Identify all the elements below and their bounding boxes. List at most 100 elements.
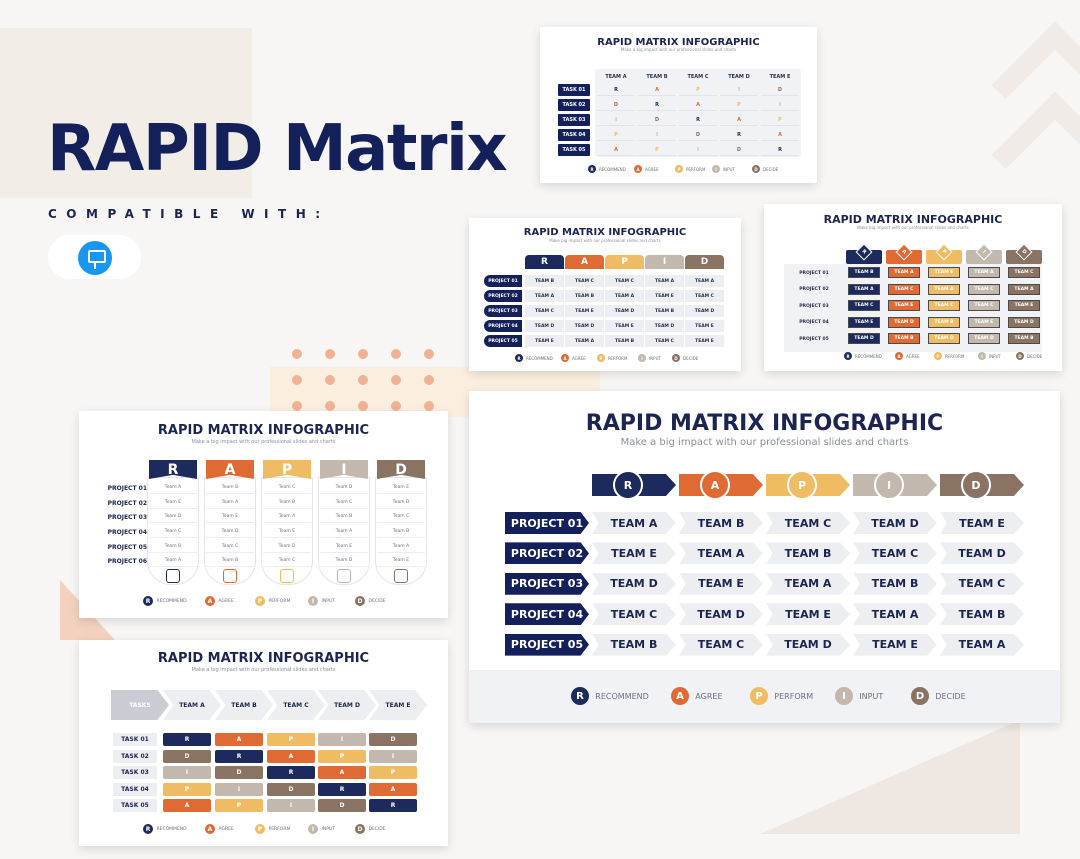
slide-thumbnail-project-columns[interactable]: RAPID MATRIX INFOGRAPHIC Make a big impac… — [79, 411, 448, 618]
legend-label: AGREE — [218, 826, 234, 832]
team-cell: Team C — [263, 482, 311, 494]
rapid-cell: P — [720, 99, 758, 111]
rapid-ribbon: R — [149, 460, 197, 479]
team-arrow-cell: TEAM D — [853, 512, 937, 534]
team-cell: TEAM C — [525, 305, 564, 317]
team-header-arrow: TEAM E — [369, 690, 427, 720]
legend-item: P PERFORM — [750, 687, 813, 705]
team-cell: Team A — [320, 526, 368, 538]
team-cell: TEAM A — [525, 290, 564, 302]
legend-item: P PERFORM — [255, 596, 290, 606]
team-cell: Team B — [263, 497, 311, 509]
project-label: PROJECT 04 — [484, 320, 522, 332]
legend-label: INPUT — [649, 355, 661, 361]
rapid-cell: I — [318, 733, 366, 746]
team-cell: Team B — [149, 541, 197, 553]
team-cell: TEAM A — [928, 283, 960, 295]
team-cell: TEAM E — [888, 300, 920, 312]
legend-label: RECOMMEND — [595, 691, 649, 701]
rapid-cell: D — [761, 84, 799, 96]
task-label: TASK 01 — [558, 84, 590, 96]
column-card — [375, 477, 427, 585]
team-cell: Team E — [377, 482, 425, 494]
project-label: PROJECT 01 — [107, 484, 147, 492]
legend-label: RECOMMEND — [156, 598, 187, 604]
legend-label: RECOMMEND — [526, 355, 553, 361]
slide-subtitle: Make a big impact with our professional … — [620, 437, 909, 448]
slide-thumbnail-project-rapid-table[interactable]: RAPID MATRIX INFOGRAPHIC Make big impact … — [469, 218, 741, 371]
team-cell: TEAM A — [968, 267, 1000, 278]
legend-label: PERFORM — [608, 355, 628, 361]
rapid-cell: I — [163, 766, 211, 779]
team-cell: TEAM E — [928, 267, 960, 278]
project-label: PROJECT 05 — [107, 543, 147, 551]
legend-badge: D — [1016, 352, 1024, 360]
column-card — [318, 477, 370, 585]
team-cell: TEAM A — [1008, 283, 1040, 295]
slide-thumbnail-task-color-grid[interactable]: RAPID MATRIX INFOGRAPHIC Make a big impac… — [79, 640, 448, 846]
project-label: PROJECT 05 — [799, 336, 829, 342]
slide-subtitle: Make big impact with our professional sl… — [857, 225, 969, 230]
rapid-cell: A — [720, 114, 758, 126]
rapid-cell: I — [638, 129, 676, 141]
slide-thumbnail-task-matrix[interactable]: RAPID MATRIX INFOGRAPHIC Make a big impac… — [540, 27, 817, 183]
legend-label: AGREE — [218, 598, 234, 604]
team-cell: TEAM A — [888, 267, 920, 278]
team-cell: TEAM E — [1008, 300, 1040, 312]
team-cell: Team B — [206, 482, 254, 494]
legend-label: RECOMMEND — [156, 826, 187, 832]
legend-badge: D — [355, 596, 365, 606]
task-label: TASK 05 — [113, 799, 157, 812]
legend-badge: A — [634, 165, 642, 173]
legend-badge: A — [205, 824, 215, 834]
rapid-cell: D — [369, 733, 417, 746]
slide-main-project-arrows[interactable]: RAPID MATRIX INFOGRAPHIC Make a big impac… — [469, 391, 1060, 723]
legend-badge: P — [934, 352, 942, 360]
legend-label: DECIDE — [683, 355, 699, 361]
project-label: PROJECT 06 — [107, 557, 147, 565]
rapid-header-tab: P — [605, 255, 644, 269]
background-triangle — [760, 720, 1020, 834]
slide-thumbnail-project-badge-grid[interactable]: RAPID MATRIX INFOGRAPHIC Make big impact … — [764, 204, 1062, 371]
legend-badge: I — [978, 352, 986, 360]
legend-label: RECOMMEND — [599, 166, 626, 172]
team-arrow-cell: TEAM A — [679, 542, 763, 565]
team-cell: TEAM D — [525, 320, 564, 332]
task-label: TASK 02 — [113, 749, 157, 763]
slide-title: RAPID MATRIX INFOGRAPHIC — [523, 227, 687, 238]
team-header-arrow: TEAM A — [163, 690, 221, 720]
rapid-cell: A — [369, 782, 417, 796]
rapid-cell: R — [267, 766, 315, 779]
team-cell: TEAM D — [685, 305, 724, 317]
rapid-cell: R — [638, 99, 676, 111]
team-cell: Team D — [149, 511, 197, 523]
rapid-cell: P — [267, 733, 315, 746]
team-cell: TEAM E — [525, 335, 564, 347]
team-cell: TEAM B — [525, 275, 564, 287]
slide-title: RAPID MATRIX INFOGRAPHIC — [585, 411, 944, 436]
legend-badge: D — [672, 354, 680, 362]
legend-item: P PERFORM — [255, 824, 290, 834]
project-arrow-label: PROJECT 02 — [505, 542, 589, 565]
team-cell: Team A — [149, 482, 197, 494]
project-label: PROJECT 02 — [107, 499, 147, 507]
rapid-cell: P — [163, 782, 211, 796]
team-arrow-cell: TEAM B — [592, 633, 676, 656]
rapid-cell: R — [761, 144, 799, 156]
rapid-cell: D — [215, 766, 263, 779]
team-cell: TEAM B — [848, 267, 880, 278]
team-arrow-cell: TEAM C — [940, 572, 1024, 595]
legend-label: DECIDE — [368, 826, 386, 832]
team-cell: TEAM C — [928, 300, 960, 312]
team-arrow-cell: TEAM A — [853, 603, 937, 626]
team-cell: Team C — [263, 555, 311, 567]
team-cell: TEAM C — [605, 275, 644, 287]
legend-label: INPUT — [321, 826, 335, 832]
rapid-cell: A — [679, 99, 717, 111]
team-cell: TEAM A — [848, 283, 880, 295]
rapid-header-tab: D — [685, 255, 724, 269]
team-cell: TEAM D — [968, 333, 1000, 345]
rapid-circle-badge: D — [961, 470, 991, 500]
background-chevron — [991, 91, 1080, 219]
team-arrow-cell: TEAM E — [592, 542, 676, 565]
